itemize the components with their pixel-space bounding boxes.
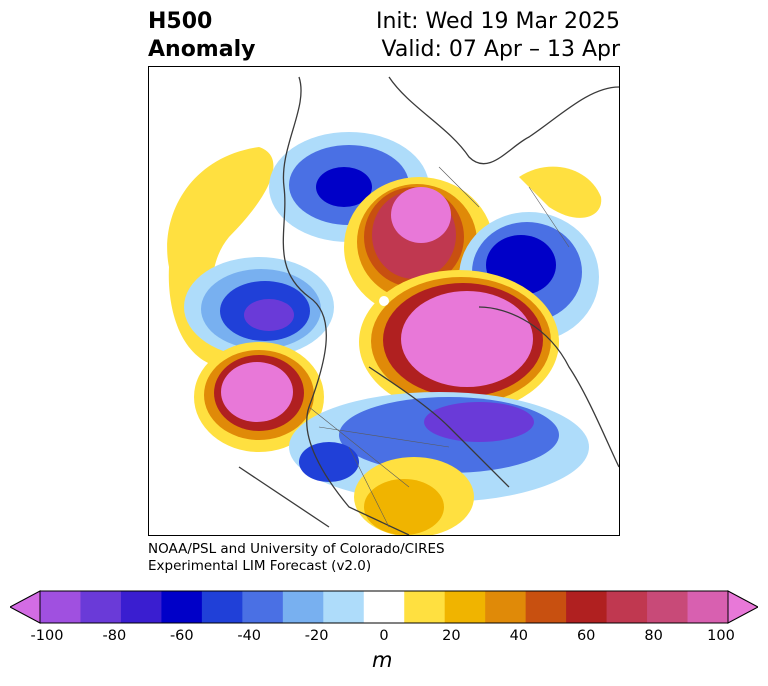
anomaly-siberia-low-core [316, 167, 372, 207]
colorbar-tick-label: -80 [102, 628, 127, 644]
colorbar-arrow-left [10, 590, 41, 624]
title-variable: H500 [148, 9, 213, 34]
credit-line2: Experimental LIM Forecast (v2.0) [148, 558, 372, 574]
colorbar-bin [120, 591, 162, 623]
colorbar-ticks: -100 -80 -60 -40 -20 0 20 40 60 80 100 [0, 628, 768, 648]
colorbar-bin [282, 591, 324, 623]
coastlines [238, 76, 619, 535]
borders [308, 166, 570, 528]
colorbar-bin [444, 591, 486, 623]
date-info: Init: Wed 19 Mar 2025 Valid: 07 Apr – 13… [376, 8, 620, 64]
colorbar-bin [606, 591, 648, 623]
colorbar-bin [161, 591, 203, 623]
colorbar-tick-label: -60 [169, 628, 194, 644]
colorbar-tick-label: -100 [30, 628, 64, 644]
anomaly-sw-low [299, 442, 359, 482]
chart-title: H500 Anomaly [148, 8, 255, 64]
colorbar-bin [566, 591, 608, 623]
anomaly-pacific-low-core [244, 299, 294, 331]
colorbar-tick-label: 40 [509, 628, 529, 644]
colorbar-tick-label: 100 [707, 628, 735, 644]
colorbar-tick-label: -40 [237, 628, 262, 644]
colorbar-tick-label: 0 [379, 628, 389, 644]
valid-range: Valid: 07 Apr – 13 Apr [381, 37, 621, 62]
colorbar-bin [687, 591, 729, 623]
colorbar-tick-label: 80 [644, 628, 663, 644]
anomaly-arctic-high-core [391, 187, 451, 243]
anomaly-map [148, 66, 620, 536]
colorbar-bin [40, 591, 81, 623]
colorbar-bin [323, 591, 365, 623]
colorbar-bin [363, 591, 405, 623]
anomaly-south-low-core [424, 402, 534, 442]
map-canvas [167, 76, 619, 535]
colorbar-bin [201, 591, 243, 623]
colorbar-bin [242, 591, 284, 623]
credit: NOAA/PSL and University of Colorado/CIRE… [148, 541, 445, 575]
colorbar-arrow-right [727, 590, 758, 624]
colorbar-tick-label: -20 [304, 628, 329, 644]
pole-marker [379, 296, 389, 306]
colorbar-tick-label: 60 [576, 628, 596, 644]
colorbar-bin [485, 591, 527, 623]
anomaly-south-high-core [364, 479, 444, 535]
init-date: Init: Wed 19 Mar 2025 [375, 9, 620, 34]
credit-line1: NOAA/PSL and University of Colorado/CIRE… [148, 541, 445, 557]
anomaly-atlantic-east-yellow [519, 166, 602, 218]
colorbar-bin [525, 591, 567, 623]
colorbar-bin [80, 591, 122, 623]
colorbar-bin [404, 591, 446, 623]
anomaly-central-high-core [401, 291, 533, 387]
colorbar-unit: m [372, 648, 393, 672]
colorbar-bin [647, 591, 689, 623]
colorbar-tick-label: 20 [442, 628, 461, 644]
title-type: Anomaly [148, 37, 256, 62]
colorbar-frame [39, 590, 729, 624]
colorbar [10, 590, 758, 624]
anomaly-pacific-high-core [221, 362, 293, 422]
